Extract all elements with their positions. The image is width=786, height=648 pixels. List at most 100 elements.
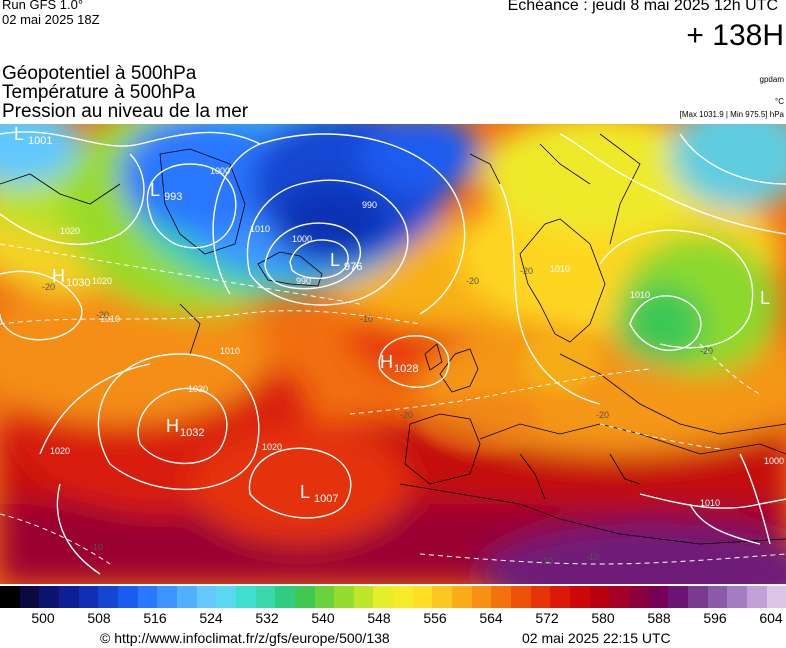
isobar-label: 1010 bbox=[250, 224, 270, 234]
colorbar-tick-label: 540 bbox=[311, 610, 335, 626]
isotherm-label: -20 bbox=[700, 346, 713, 356]
isobar-label: 990 bbox=[296, 276, 311, 286]
colorbar-swatch bbox=[491, 586, 512, 608]
isobar-label: 1010 bbox=[100, 314, 120, 324]
colorbar-ticks: 500 508 516 524 532 540 548 556 564 572 580 588 596 6… bbox=[0, 609, 786, 629]
colorbar-swatch bbox=[19, 586, 40, 608]
pressure-center-letter: L bbox=[330, 250, 340, 270]
colorbar-swatch bbox=[78, 586, 99, 608]
colorbar-swatch bbox=[471, 586, 492, 608]
colorbar-swatch bbox=[570, 586, 590, 608]
isobar-label: 1030 bbox=[188, 384, 208, 394]
unit-celsius: °C bbox=[775, 97, 784, 106]
colorbar-swatch bbox=[255, 586, 276, 608]
run-date: 02 mai 2025 18Z bbox=[2, 12, 100, 27]
isobar-label: 1020 bbox=[50, 446, 70, 456]
low-pressure-center: L 1001 bbox=[14, 124, 52, 147]
isotherm-label: -20 bbox=[520, 266, 533, 276]
forecast-offset: + 138H bbox=[686, 19, 784, 52]
colorbar-swatch bbox=[511, 586, 531, 608]
colorbar-swatch bbox=[629, 586, 649, 608]
pressure-center-value: 993 bbox=[164, 191, 182, 203]
isobar-label: 1000 bbox=[210, 166, 230, 176]
unit-gpdam: gpdam bbox=[759, 75, 784, 84]
colorbar-swatch bbox=[589, 586, 610, 608]
isobar-label: 1010 bbox=[700, 498, 720, 508]
low-pressure-center: L 993 bbox=[150, 180, 182, 203]
colorbar-swatch bbox=[157, 586, 177, 608]
footer-timestamp: 02 mai 2025 22:15 UTC bbox=[522, 630, 671, 646]
colorbar-tick-label: 580 bbox=[591, 610, 615, 626]
isobar-label: 990 bbox=[362, 200, 377, 210]
colorbar-tick-label: 596 bbox=[703, 610, 727, 626]
pressure-center-letter: H bbox=[380, 352, 393, 372]
colorbar-swatch bbox=[648, 586, 669, 608]
pressure-center-value: 976 bbox=[344, 261, 362, 273]
pressure-center-value: 1030 bbox=[66, 277, 90, 289]
isotherm-label: -20 bbox=[96, 310, 109, 320]
colorbar-swatch bbox=[117, 586, 138, 608]
colorbar-swatch bbox=[0, 586, 20, 608]
high-pressure-center: H 1030 bbox=[52, 266, 90, 289]
pressure-center-letter: L bbox=[760, 288, 770, 308]
colorbar-tick-label: 548 bbox=[367, 610, 391, 626]
colorbar-swatch bbox=[609, 586, 629, 608]
colorbar-swatch bbox=[530, 586, 551, 608]
colorbar-swatch bbox=[98, 586, 118, 608]
isotherm-label: -10 bbox=[360, 314, 373, 324]
colorbar bbox=[0, 586, 786, 608]
colorbar-swatch bbox=[235, 586, 256, 608]
colorbar-swatch bbox=[766, 586, 786, 608]
pressure-center-value: 1001 bbox=[28, 135, 52, 147]
colorbar-tick-label: 556 bbox=[423, 610, 447, 626]
pressure-center-letter: H bbox=[52, 266, 65, 286]
pressure-center-letter: L bbox=[14, 124, 24, 144]
isobar-label: 1020 bbox=[60, 226, 80, 236]
colorbar-swatch bbox=[746, 586, 767, 608]
colorbar-swatch bbox=[668, 586, 688, 608]
land-shading bbox=[420, 334, 600, 454]
layer-title-temperature: Température à 500hPa bbox=[2, 82, 196, 103]
colorbar-tick-label: 588 bbox=[647, 610, 671, 626]
colorbar-swatch bbox=[727, 586, 747, 608]
colorbar-swatch bbox=[176, 586, 197, 608]
isobar-label: 1020 bbox=[262, 442, 282, 452]
colorbar-tick-label: 516 bbox=[143, 610, 167, 626]
forecast-valid-time: Echéance : jeudi 8 mai 2025 12h UTC bbox=[507, 0, 778, 14]
low-pressure-center: L 976 bbox=[330, 250, 362, 273]
isobar-label: 1010 bbox=[630, 290, 650, 300]
footer-url: © http://www.infoclimat.fr/z/gfs/europe/… bbox=[100, 630, 390, 646]
colorbar-swatch bbox=[39, 586, 59, 608]
colorbar-swatch bbox=[216, 586, 236, 608]
high-pressure-center: H 1028 bbox=[380, 352, 418, 375]
isotherm-label: -10 bbox=[540, 556, 553, 566]
isobar-label: 1010 bbox=[220, 346, 240, 356]
isobar-label: 1000 bbox=[764, 456, 784, 466]
colorbar-tick-label: 508 bbox=[87, 610, 111, 626]
colorbar-swatch bbox=[393, 586, 413, 608]
temperature-isotherms bbox=[0, 243, 786, 565]
layer-title-geopotential: Géopotentiel à 500hPa bbox=[2, 63, 197, 84]
colorbar-swatch bbox=[314, 586, 335, 608]
colorbar-swatch bbox=[687, 586, 708, 608]
isobars bbox=[0, 131, 786, 575]
colorbar-swatch bbox=[353, 586, 374, 608]
isotherm-label: -20 bbox=[400, 410, 413, 420]
isotherm-label: -20 bbox=[42, 282, 55, 292]
colorbar-tick-label: 524 bbox=[199, 610, 223, 626]
colorbar-tick-label: 572 bbox=[535, 610, 559, 626]
pressure-center-value: 1032 bbox=[180, 427, 204, 439]
pressure-center-letter: H bbox=[166, 416, 179, 436]
run-title: Run GFS 1.0° bbox=[2, 0, 84, 12]
isotherm-label: -10 bbox=[586, 552, 599, 562]
colorbar-swatch bbox=[432, 586, 453, 608]
pressure-center-letter: L bbox=[300, 482, 310, 502]
colorbar-swatch bbox=[137, 586, 158, 608]
colorbar-swatch bbox=[707, 586, 728, 608]
colorbar-tick-label: 564 bbox=[479, 610, 503, 626]
pressure-center-value: 1007 bbox=[314, 493, 338, 505]
colorbar-swatch bbox=[334, 586, 354, 608]
